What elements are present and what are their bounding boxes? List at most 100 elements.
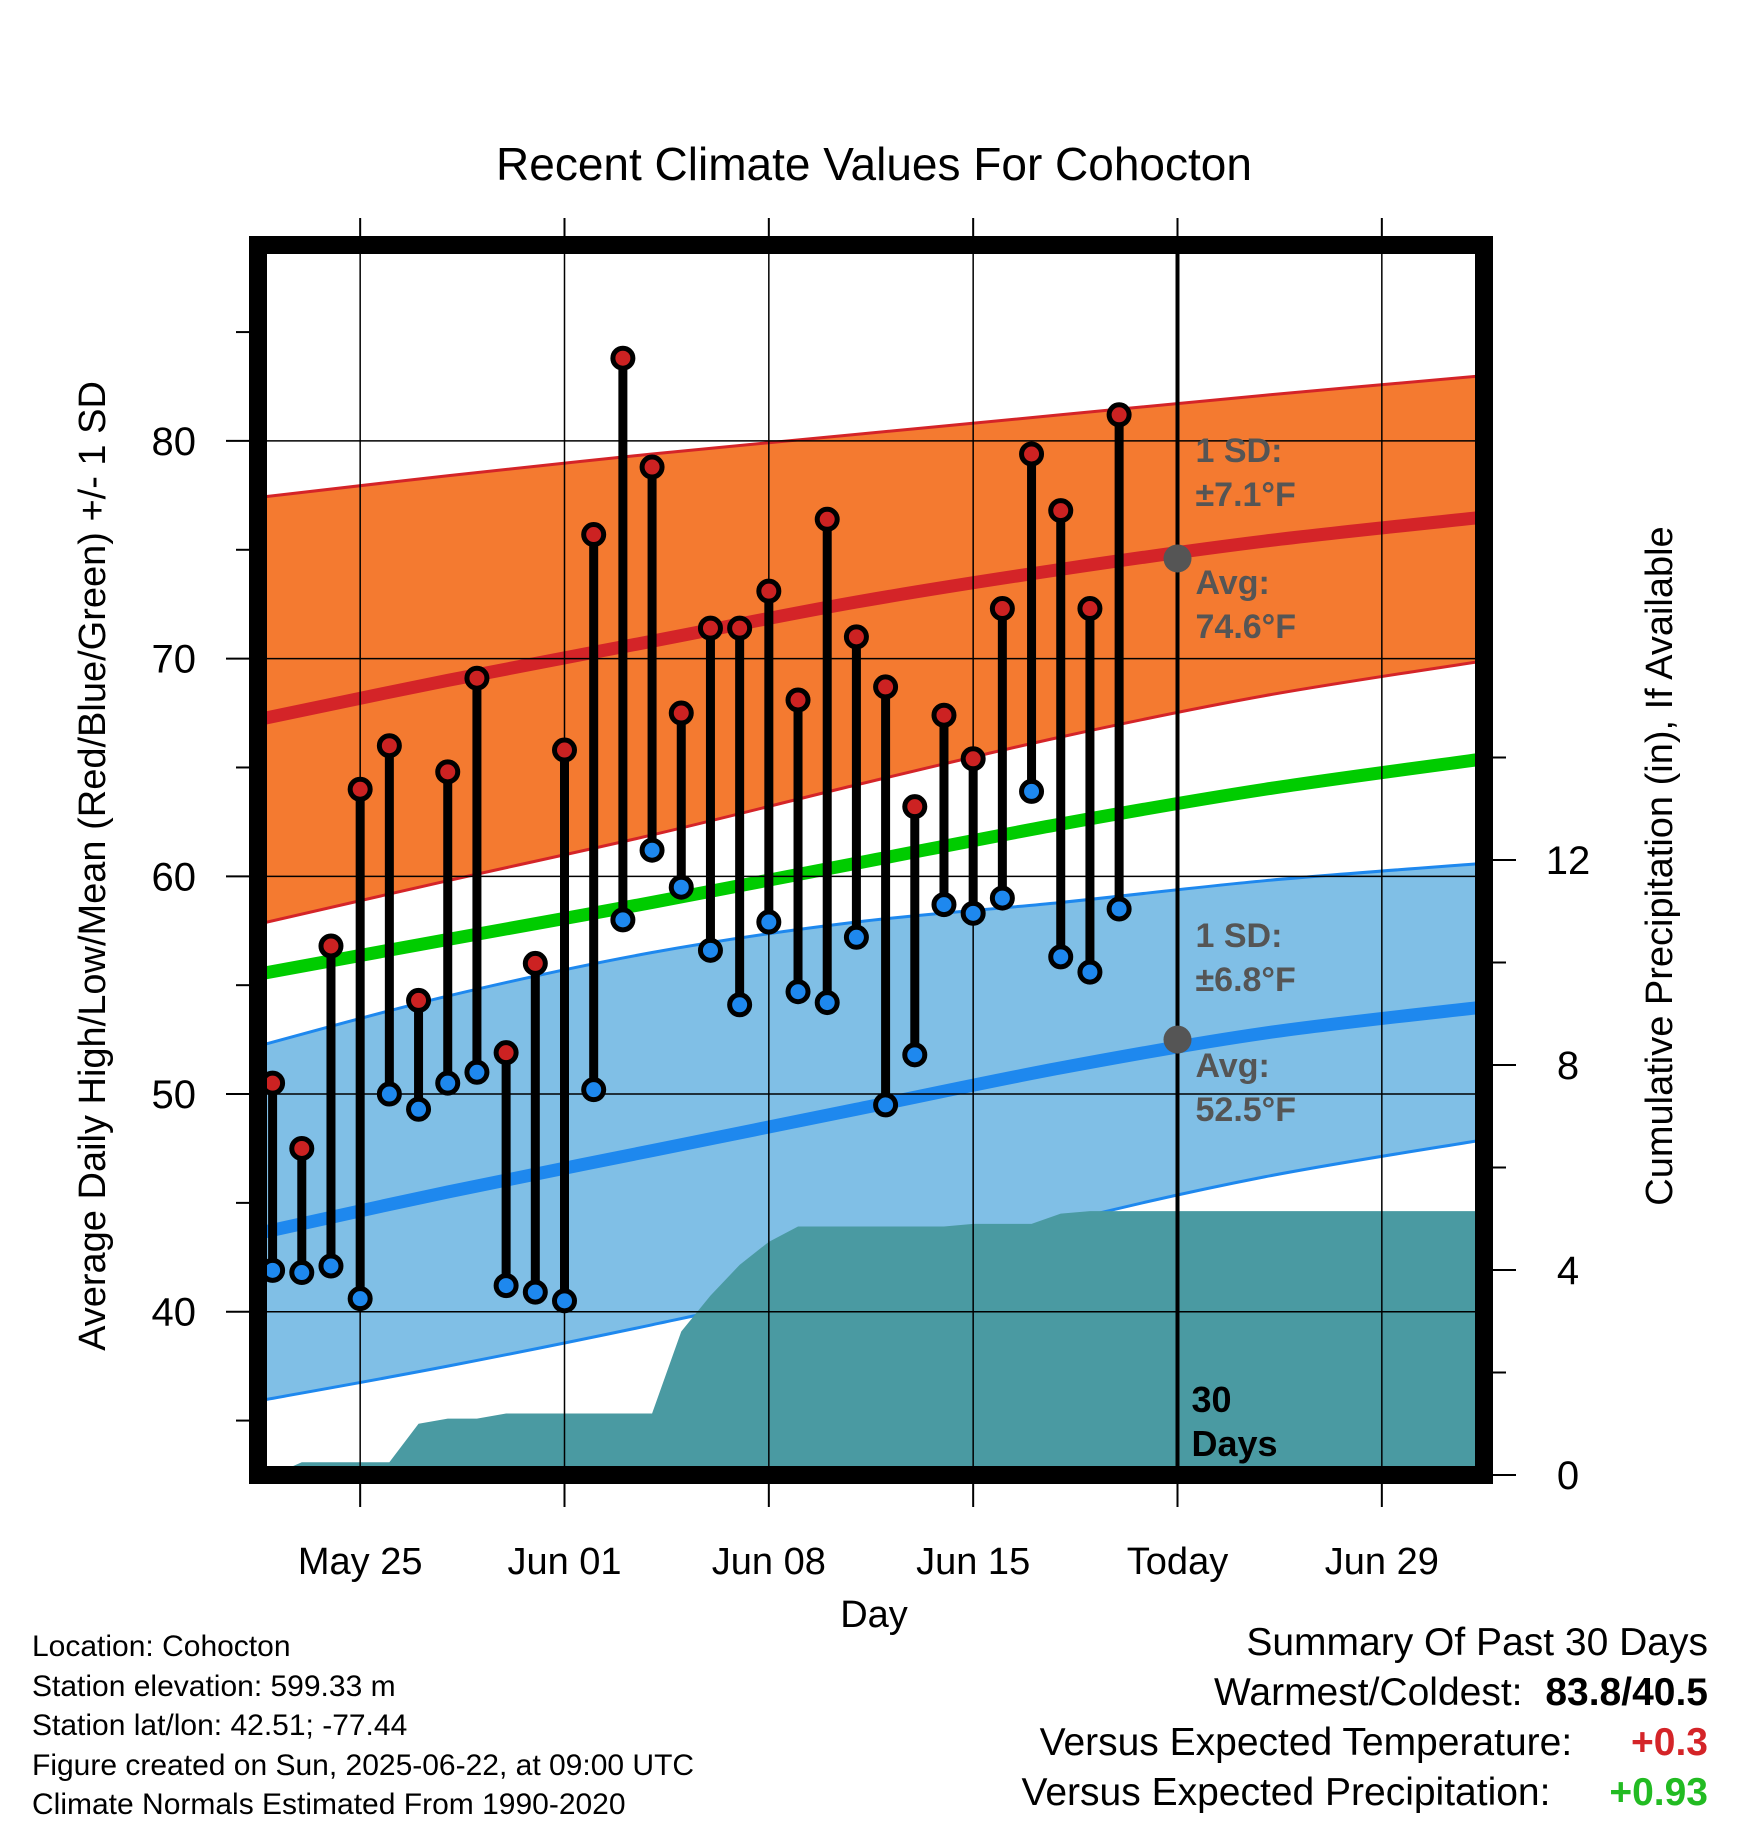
daily-low-point xyxy=(522,1279,548,1305)
created-text: Figure created on Sun, 2025-06-22, at 09… xyxy=(32,1748,695,1782)
y-tick-label: 50 xyxy=(152,1073,197,1117)
y2-tick-label: 12 xyxy=(1546,839,1591,883)
daily-low-point xyxy=(493,1273,519,1299)
high-sd-upper-line xyxy=(258,374,1484,500)
precip-value: +0.93 xyxy=(1609,1771,1708,1814)
high-avg-value: 74.6°F xyxy=(1196,608,1297,646)
temp-label: Versus Expected Temperature: xyxy=(1039,1721,1573,1764)
normals-text: Climate Normals Estimated From 1990-2020 xyxy=(32,1788,626,1821)
daily-low-point xyxy=(989,885,1015,911)
today-days-label: 30 xyxy=(1192,1379,1232,1420)
y2-tick-label: 8 xyxy=(1557,1044,1579,1088)
daily-low-point xyxy=(289,1260,315,1286)
daily-high-point xyxy=(1048,498,1074,524)
daily-high-point xyxy=(464,665,490,691)
daily-high-point xyxy=(289,1135,315,1161)
x-axis-label: Day xyxy=(840,1594,908,1636)
summary-heading: Summary Of Past 30 Days xyxy=(1246,1621,1708,1664)
chart-title: Recent Climate Values For Cohocton xyxy=(496,138,1252,190)
daily-low-point xyxy=(347,1286,373,1312)
summary-warmest-row: Warmest/Coldest: 83.8/40.5 xyxy=(1022,1668,1708,1718)
daily-high-point xyxy=(376,733,402,759)
daily-low-point xyxy=(931,892,957,918)
elevation-text: Station elevation: 599.33 m xyxy=(32,1669,396,1703)
y2-tick-label: 4 xyxy=(1557,1249,1579,1293)
normal-high-line xyxy=(258,510,1484,726)
daily-low-point xyxy=(873,1092,899,1118)
daily-high-point xyxy=(639,454,665,480)
daily-high-point xyxy=(435,759,461,785)
daily-low-point xyxy=(785,979,811,1005)
daily-low-point xyxy=(1048,944,1074,970)
precip-label: Versus Expected Precipitation: xyxy=(1021,1771,1551,1814)
y-tick-label: 80 xyxy=(152,420,197,464)
low-sd-value: ±6.8°F xyxy=(1196,961,1296,999)
high-sd-band xyxy=(258,375,1484,925)
summary-panel: Summary Of Past 30 Days Warmest/Coldest:… xyxy=(1022,1618,1709,1818)
daily-low-point xyxy=(902,1042,928,1068)
low-avg-label: Avg: xyxy=(1196,1047,1270,1085)
low-avg-value: 52.5°F xyxy=(1196,1091,1297,1129)
daily-high-point xyxy=(1077,596,1103,622)
y2-tick-label: 0 xyxy=(1557,1454,1579,1498)
daily-high-point xyxy=(347,776,373,802)
today-low-avg-marker xyxy=(1163,1025,1192,1054)
high-sd-value: ±7.1°F xyxy=(1196,476,1296,514)
daily-low-point xyxy=(1106,896,1132,922)
latlon-text: Station lat/lon: 42.51; -77.44 xyxy=(32,1709,408,1742)
y-tick-label: 60 xyxy=(152,855,197,899)
daily-high-point xyxy=(406,987,432,1013)
daily-low-point xyxy=(1019,778,1045,804)
daily-high-point xyxy=(522,950,548,976)
daily-low-point xyxy=(843,924,869,950)
summary-temp-row: Versus Expected Temperature: +0.3 xyxy=(1022,1718,1708,1768)
daily-low-point xyxy=(464,1059,490,1085)
plot-frame xyxy=(249,236,1493,1484)
daily-high-point xyxy=(552,737,577,763)
daily-low-point xyxy=(318,1253,344,1279)
daily-high-point xyxy=(727,615,753,641)
daily-low-point xyxy=(756,909,782,935)
y-tick-label: 70 xyxy=(152,638,197,682)
daily-low-point xyxy=(610,907,636,933)
x-tick-label: Jun 15 xyxy=(916,1541,1030,1583)
daily-high-point xyxy=(756,578,782,604)
normal-low-line xyxy=(258,1000,1484,1240)
x-tick-label: Jun 01 xyxy=(507,1541,621,1583)
daily-high-point xyxy=(668,700,694,726)
daily-high-point xyxy=(697,615,723,641)
daily-high-point xyxy=(581,522,607,548)
daily-low-point xyxy=(406,1096,432,1122)
warmest-label: Warmest/Coldest: xyxy=(1214,1671,1523,1714)
x-tick-label: Today xyxy=(1127,1541,1228,1583)
daily-low-point xyxy=(639,837,665,863)
station-info: Location: Cohocton Station elevation: 59… xyxy=(32,1627,694,1825)
daily-high-point xyxy=(989,596,1015,622)
daily-low-point xyxy=(376,1081,402,1107)
daily-low-point xyxy=(1077,959,1103,985)
daily-high-point xyxy=(610,345,636,371)
high-avg-label: Avg: xyxy=(1196,564,1270,602)
y2-axis-label: Cumulative Precipitation (in), If Availa… xyxy=(1639,526,1681,1205)
y-tick-label: 40 xyxy=(152,1291,197,1335)
daily-low-point xyxy=(552,1288,577,1314)
today-days-label: Days xyxy=(1192,1423,1278,1464)
x-tick-label: Jun 29 xyxy=(1325,1541,1439,1583)
low-sd-label: 1 SD: xyxy=(1196,917,1283,955)
today-high-avg-marker xyxy=(1163,544,1192,573)
daily-high-point xyxy=(1106,402,1132,428)
plot-clipped-group xyxy=(258,245,1484,1475)
daily-high-point xyxy=(843,624,869,650)
daily-high-point xyxy=(960,746,986,772)
daily-high-point xyxy=(318,933,344,959)
axes: May 25 Jun 01 Jun 08 Jun 15 Today Jun 2940506… xyxy=(152,218,1591,1583)
daily-low-point xyxy=(814,990,840,1016)
daily-low-point xyxy=(668,874,694,900)
summary-precip-row: Versus Expected Precipitation: +0.93 xyxy=(1022,1768,1709,1818)
daily-high-point xyxy=(931,702,957,728)
warmest-value: 83.8/40.5 xyxy=(1545,1671,1708,1714)
daily-low-point xyxy=(727,992,753,1018)
daily-high-point xyxy=(493,1040,519,1066)
x-tick-label: May 25 xyxy=(298,1541,423,1583)
